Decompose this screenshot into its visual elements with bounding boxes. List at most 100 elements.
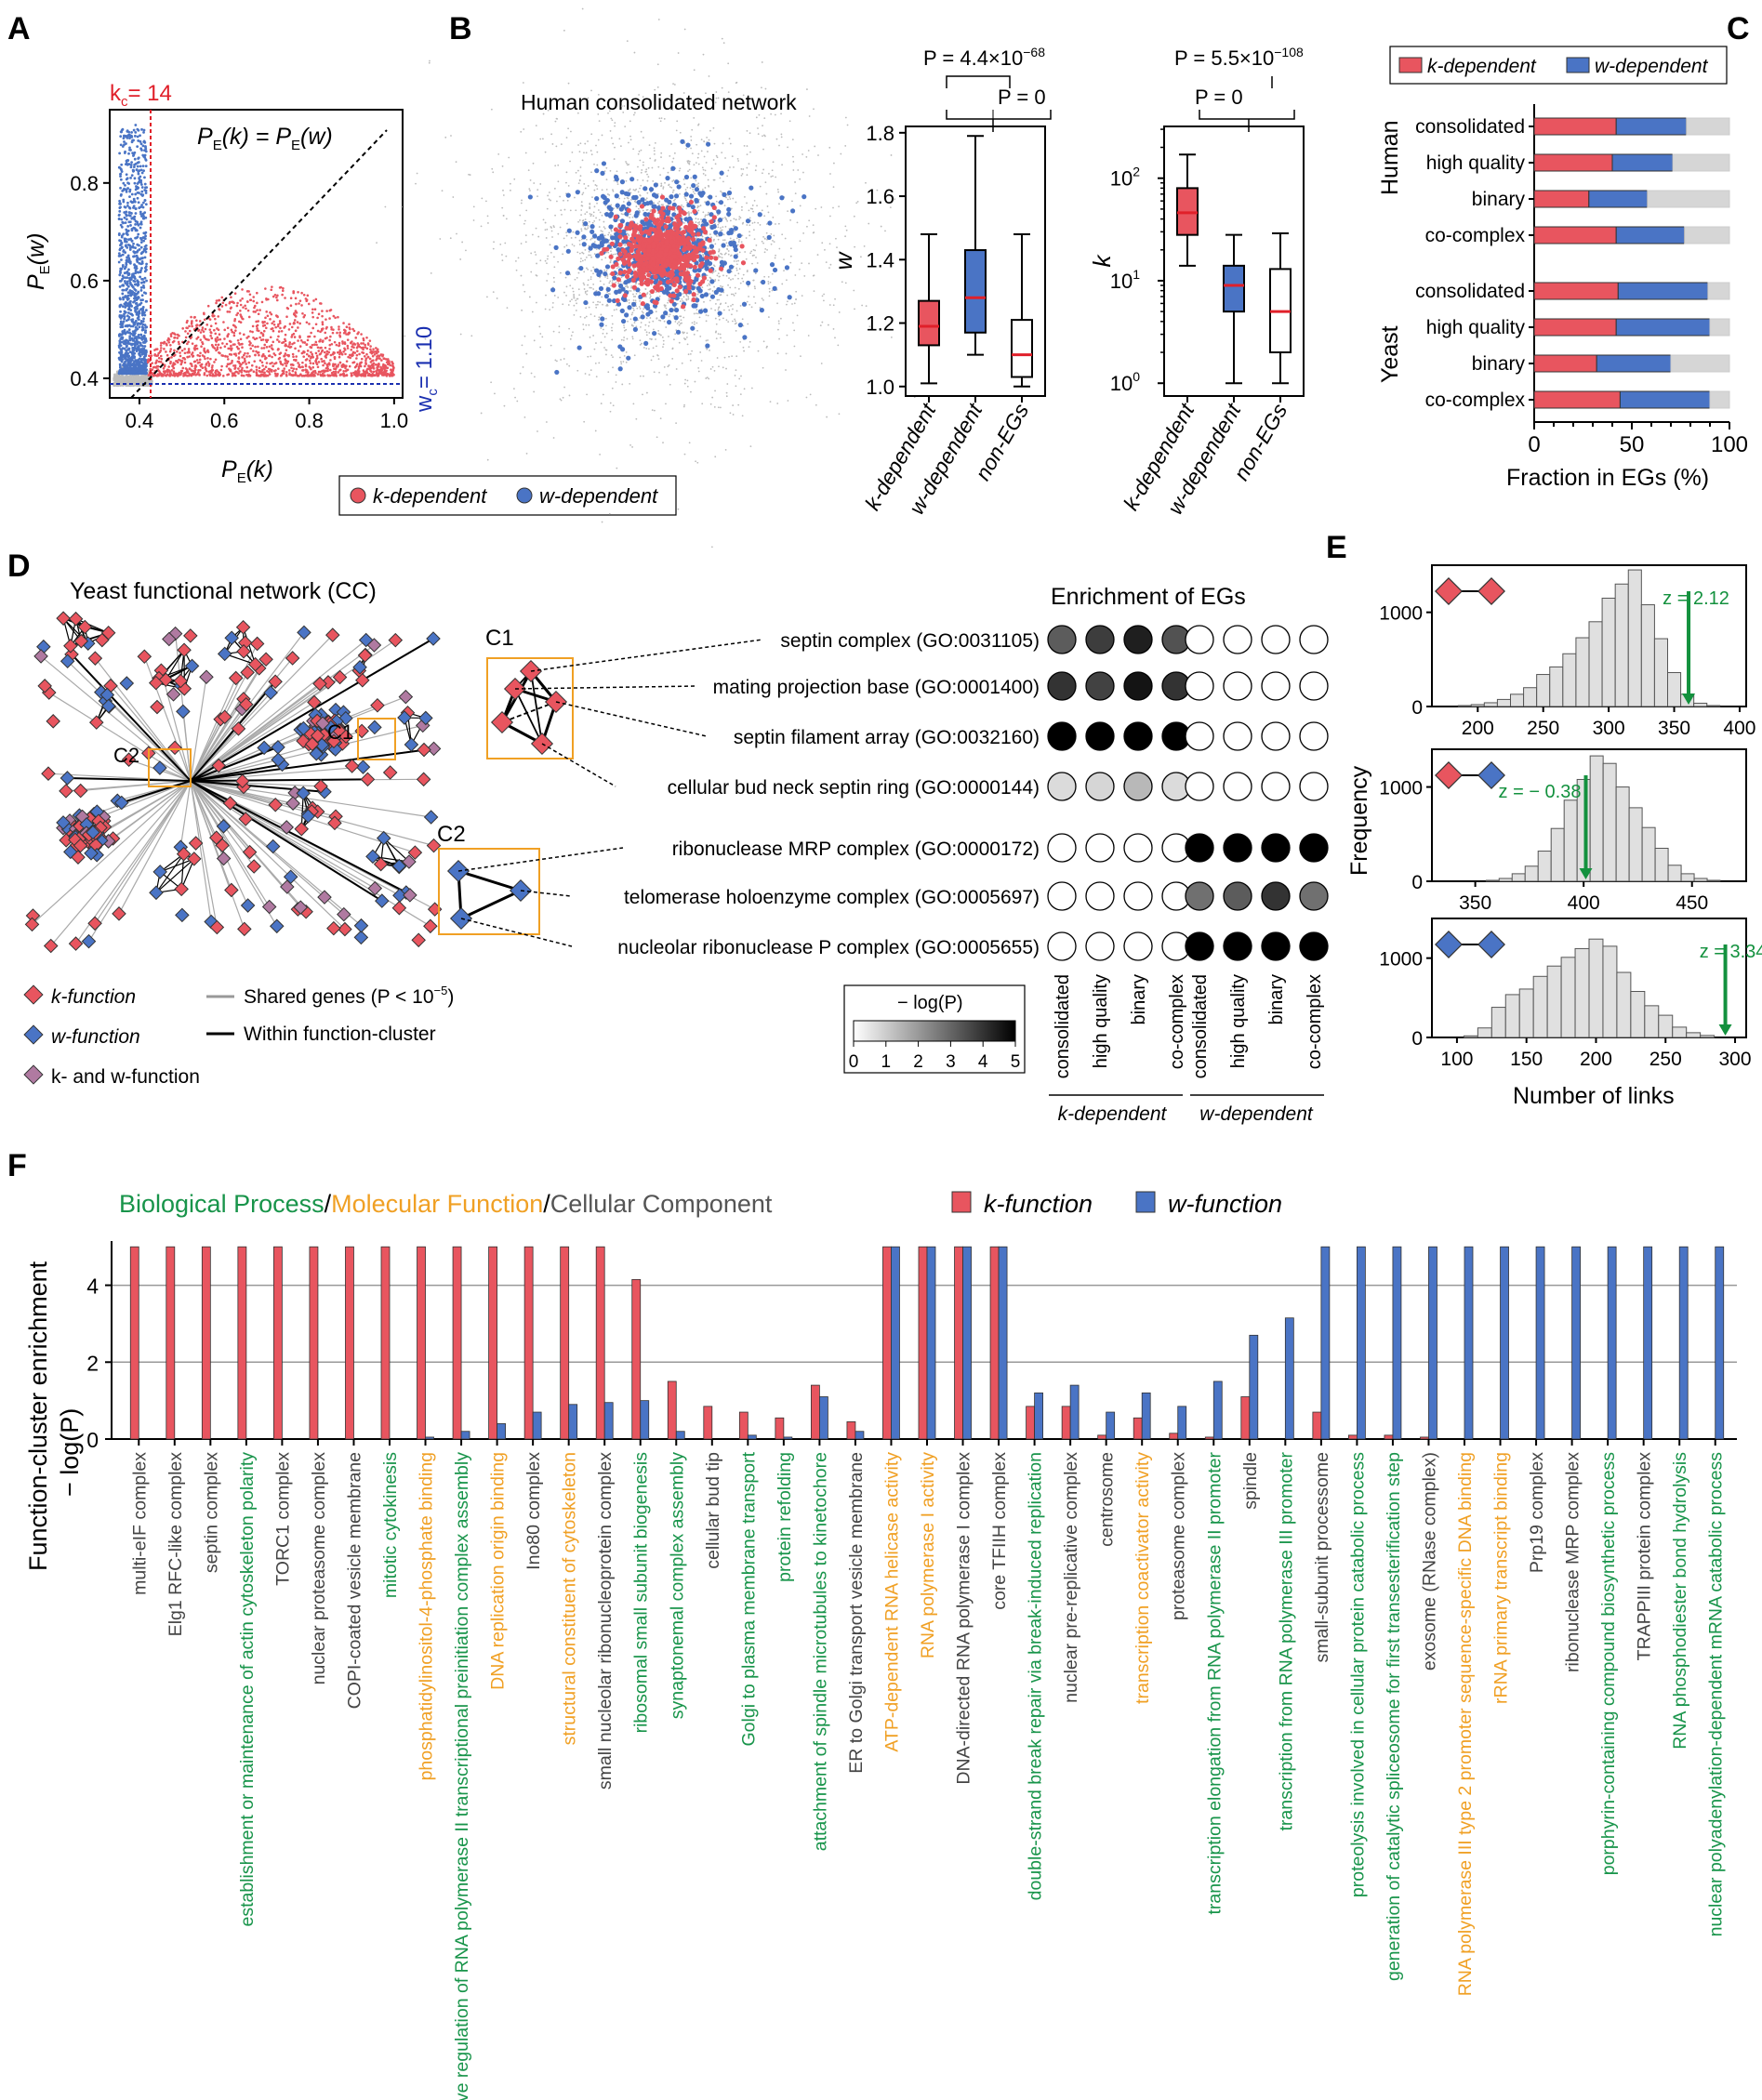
point-k-dependent xyxy=(258,370,261,373)
point-k-dependent xyxy=(151,368,154,371)
point-k-dependent xyxy=(335,367,338,370)
point-w-dependent xyxy=(117,260,121,264)
point-k-dependent xyxy=(170,368,174,372)
point-k-dependent xyxy=(284,333,287,337)
point-k-dependent xyxy=(240,374,244,377)
point-k-dependent xyxy=(275,298,279,302)
point-w-dependent xyxy=(134,222,138,226)
node-nonEG xyxy=(575,209,577,212)
node-nonEG xyxy=(522,82,524,84)
node-nonEG xyxy=(715,303,717,305)
node-nonEG xyxy=(612,253,615,256)
node-nonEG xyxy=(721,257,723,259)
node-nonEG xyxy=(455,161,457,164)
node-nonEG xyxy=(786,334,788,337)
node-nonEG xyxy=(532,162,535,165)
node-nonEG xyxy=(633,51,636,54)
point-k-dependent xyxy=(218,333,221,337)
point-w-dependent xyxy=(128,367,132,371)
point-w-dependent xyxy=(126,276,129,280)
point-k-dependent xyxy=(351,371,355,375)
point-w-dependent xyxy=(132,226,136,230)
point-k-dependent xyxy=(349,356,351,360)
point-k-dependent xyxy=(260,300,264,304)
node-nonEG xyxy=(668,336,669,337)
point-w-dependent xyxy=(144,360,148,363)
node-nonEG xyxy=(579,166,582,168)
point-w-dependent xyxy=(123,312,126,316)
point-w-dependent xyxy=(133,370,137,374)
point-k-dependent xyxy=(217,315,220,318)
node-nonEG xyxy=(786,279,788,282)
node-nonEG xyxy=(653,202,656,205)
point-w-dependent xyxy=(142,291,146,295)
point-k-dependent xyxy=(200,345,203,349)
node-nonEG xyxy=(585,257,588,258)
point-w-dependent xyxy=(140,204,144,206)
point-k-dependent xyxy=(342,322,345,324)
node-nonEG xyxy=(796,221,799,224)
point-nonEG xyxy=(130,379,133,382)
point-k-dependent xyxy=(308,354,311,358)
node-nonEG xyxy=(705,314,708,316)
point-k-dependent xyxy=(285,364,288,367)
point-w-dependent xyxy=(127,363,131,366)
node-nonEG xyxy=(620,105,623,108)
point-w-dependent xyxy=(117,233,121,237)
point-k-dependent xyxy=(262,347,266,350)
node-nonEG xyxy=(726,244,729,247)
point-k-dependent xyxy=(226,355,229,358)
point-w-dependent xyxy=(121,265,125,269)
point-k-dependent xyxy=(178,358,180,362)
point-k-dependent xyxy=(244,351,246,355)
point-k-dependent xyxy=(288,341,292,344)
point-k-dependent xyxy=(185,368,189,372)
node-nonEG xyxy=(791,139,794,141)
node-nonEG xyxy=(720,406,722,409)
node-nonEG xyxy=(595,342,597,344)
point-k-dependent xyxy=(350,372,353,375)
point-k-dependent xyxy=(261,370,264,374)
point-k-dependent xyxy=(226,326,230,330)
point-k-dependent xyxy=(380,359,383,362)
node-nonEG xyxy=(744,251,747,253)
diagonal-label: PE(k) = PE(w) xyxy=(197,124,333,153)
node-nonEG xyxy=(770,112,773,115)
point-w-dependent xyxy=(129,148,132,152)
point-k-dependent xyxy=(200,363,204,366)
point-w-dependent xyxy=(135,254,139,258)
y-axis-label: PE(w) xyxy=(23,233,53,290)
point-k-dependent xyxy=(307,302,311,306)
node-nonEG xyxy=(566,222,568,225)
point-k-dependent xyxy=(207,364,210,367)
point-w-dependent xyxy=(132,197,136,201)
point-w-dependent xyxy=(143,324,147,327)
point-k-dependent xyxy=(159,354,163,358)
point-w-dependent xyxy=(120,163,124,166)
point-w-dependent xyxy=(139,245,143,249)
point-k-dependent xyxy=(289,297,293,300)
point-k-dependent xyxy=(311,326,315,330)
point-nonEG xyxy=(139,379,141,383)
node-nonEG xyxy=(735,263,738,266)
node-nonEG xyxy=(593,348,596,350)
point-k-dependent xyxy=(209,335,212,337)
point-k-dependent xyxy=(232,334,236,337)
point-k-dependent xyxy=(290,336,293,338)
y-axis: 0.40.60.8 xyxy=(70,172,110,390)
point-k-dependent xyxy=(353,351,357,354)
point-k-dependent xyxy=(232,324,235,327)
node-nonEG xyxy=(611,279,614,282)
point-k-dependent xyxy=(215,369,219,372)
node-nonEG xyxy=(534,376,536,378)
point-k-dependent xyxy=(294,310,298,313)
point-w-dependent xyxy=(119,239,123,243)
point-w-dependent xyxy=(119,310,122,313)
point-k-dependent xyxy=(215,349,218,352)
point-w-dependent xyxy=(131,169,135,173)
node-nonEG xyxy=(530,271,533,273)
point-k-dependent xyxy=(344,369,348,373)
point-k-dependent xyxy=(169,343,172,347)
node-nonEG xyxy=(695,460,697,463)
point-k-dependent xyxy=(324,331,327,335)
